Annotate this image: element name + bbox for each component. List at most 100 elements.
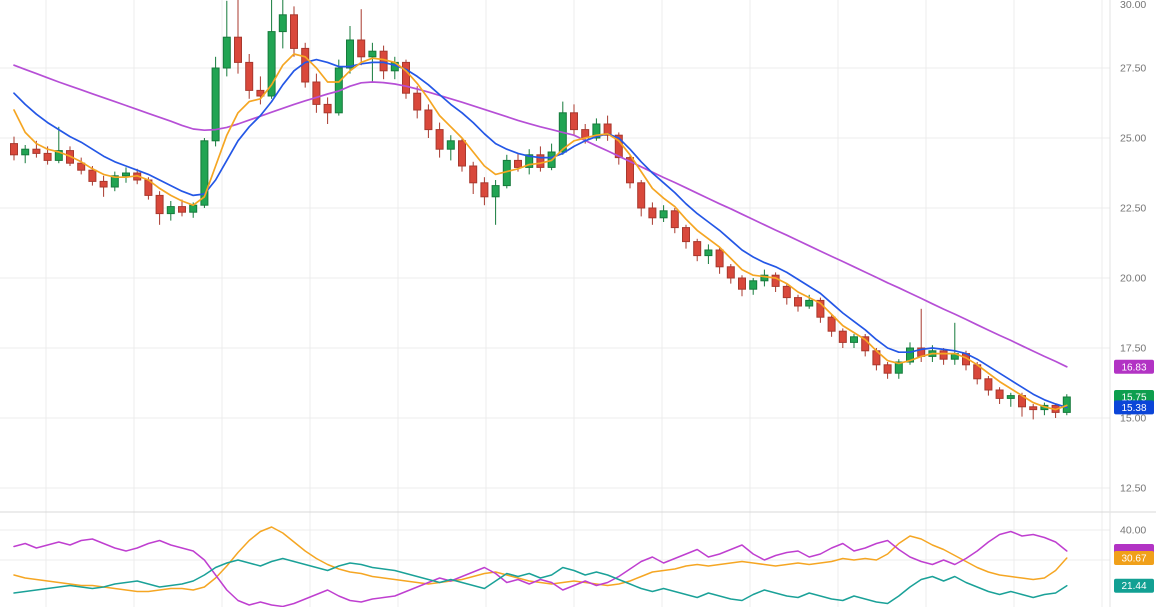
- candle-body: [850, 336, 858, 343]
- candle-body: [760, 274, 769, 282]
- candle-body: [1029, 406, 1038, 411]
- axis-tick-label: 22.50: [1120, 203, 1146, 215]
- candle-body: [894, 361, 903, 374]
- ma-overlays: [13, 53, 1068, 411]
- candle-body: [525, 154, 534, 168]
- candle-body: [413, 92, 422, 111]
- candle-body: [435, 129, 444, 150]
- candle-body: [659, 210, 668, 219]
- candle-body: [715, 249, 724, 268]
- adx-badge: [1114, 551, 1154, 565]
- candle-body: [189, 204, 198, 213]
- candle-body: [312, 81, 321, 105]
- ma-fast-line: [13, 53, 1068, 411]
- candle-body: [77, 162, 86, 171]
- candle-body: [402, 61, 410, 94]
- candle-body: [816, 299, 825, 318]
- axis-tick-label: 15.00: [1120, 413, 1146, 425]
- candle-body: [10, 143, 18, 156]
- adx-line: [13, 526, 1068, 593]
- axis-tick-label: 40.00: [1120, 525, 1146, 537]
- candle-body: [222, 36, 231, 69]
- candle-body: [110, 175, 119, 188]
- candle-body: [771, 274, 780, 287]
- candle-body: [1006, 395, 1015, 399]
- candle-body: [99, 180, 108, 188]
- candle-body: [458, 140, 466, 167]
- axis-tick-label: 20.00: [1120, 273, 1146, 285]
- candle-body: [704, 249, 713, 257]
- candle-body: [469, 165, 478, 184]
- ma-slow-badge-label: 16.83: [1121, 362, 1146, 373]
- candle-body: [43, 152, 52, 161]
- candle-body: [32, 148, 41, 154]
- candle-body: [446, 140, 455, 150]
- indicator-pane[interactable]: [13, 526, 1068, 608]
- candle-body: [536, 154, 545, 168]
- candle-body: [637, 182, 646, 209]
- candle-body: [670, 210, 679, 229]
- candle-body: [234, 36, 242, 63]
- candle-body: [211, 67, 220, 142]
- candle-body: [290, 14, 298, 49]
- candle-body: [245, 61, 254, 91]
- candle-body: [323, 103, 332, 114]
- ma-mid-badge: [1114, 400, 1154, 415]
- candle-body: [906, 347, 914, 363]
- plus-di-badge: [1114, 578, 1154, 593]
- plus-di-badge-label: 21.44: [1121, 581, 1146, 592]
- candle-body: [570, 112, 578, 131]
- candle-body: [794, 297, 802, 307]
- candle-body: [827, 316, 836, 332]
- candle-body: [648, 207, 657, 219]
- candle-body: [424, 109, 433, 131]
- candle-body: [726, 266, 735, 279]
- candle-body: [738, 277, 746, 290]
- axis-tick-label: 27.50: [1120, 63, 1146, 75]
- ma-mid-line: [13, 58, 1068, 409]
- candle-body: [805, 299, 814, 307]
- candle-body: [693, 241, 702, 257]
- candle-body: [267, 31, 276, 97]
- candle-body: [368, 50, 377, 58]
- candle-body: [21, 148, 30, 156]
- candle-body: [626, 157, 634, 184]
- price-axis[interactable]: 30.00 27.50 25.00 22.50 20.00 17.50 15.00 12.50…: [1120, 0, 1146, 567]
- adx-badge-label: 30.67: [1121, 554, 1146, 565]
- candle-body: [592, 123, 601, 139]
- candle-body: [357, 39, 366, 58]
- candle-body: [838, 330, 847, 343]
- candle-body: [682, 227, 690, 243]
- candle-body: [883, 364, 892, 374]
- ma-slow-line: [13, 64, 1068, 368]
- candle-body: [749, 280, 758, 290]
- candle-body: [278, 14, 287, 33]
- candles-layer[interactable]: [10, 0, 1071, 420]
- plus-di-line: [13, 557, 1068, 605]
- candle-body: [54, 150, 63, 161]
- candle-body: [603, 123, 612, 136]
- last-price-badge-label: 15.75: [1121, 393, 1146, 404]
- axis-tick-label: 17.50: [1120, 343, 1146, 355]
- ma-mid-badge-label: 15.38: [1121, 403, 1146, 414]
- candle-body: [88, 169, 97, 182]
- candle-body: [155, 194, 164, 215]
- candle-body: [514, 159, 522, 168]
- axis-tick-label: 12.50: [1120, 483, 1146, 495]
- candle-body: [166, 206, 175, 215]
- ma-slow-badge: [1114, 359, 1154, 374]
- candle-body: [200, 140, 209, 206]
- candle-body: [178, 206, 186, 213]
- candle-body: [939, 350, 948, 360]
- candle-body: [122, 172, 130, 177]
- axis-tick-label: 30.00: [1120, 0, 1146, 11]
- candle-body: [984, 378, 993, 391]
- minus-di-line: [13, 530, 1068, 608]
- candle-body: [346, 39, 354, 69]
- candle-body: [491, 185, 500, 198]
- candle-body: [995, 389, 1004, 399]
- candle-body: [480, 182, 489, 198]
